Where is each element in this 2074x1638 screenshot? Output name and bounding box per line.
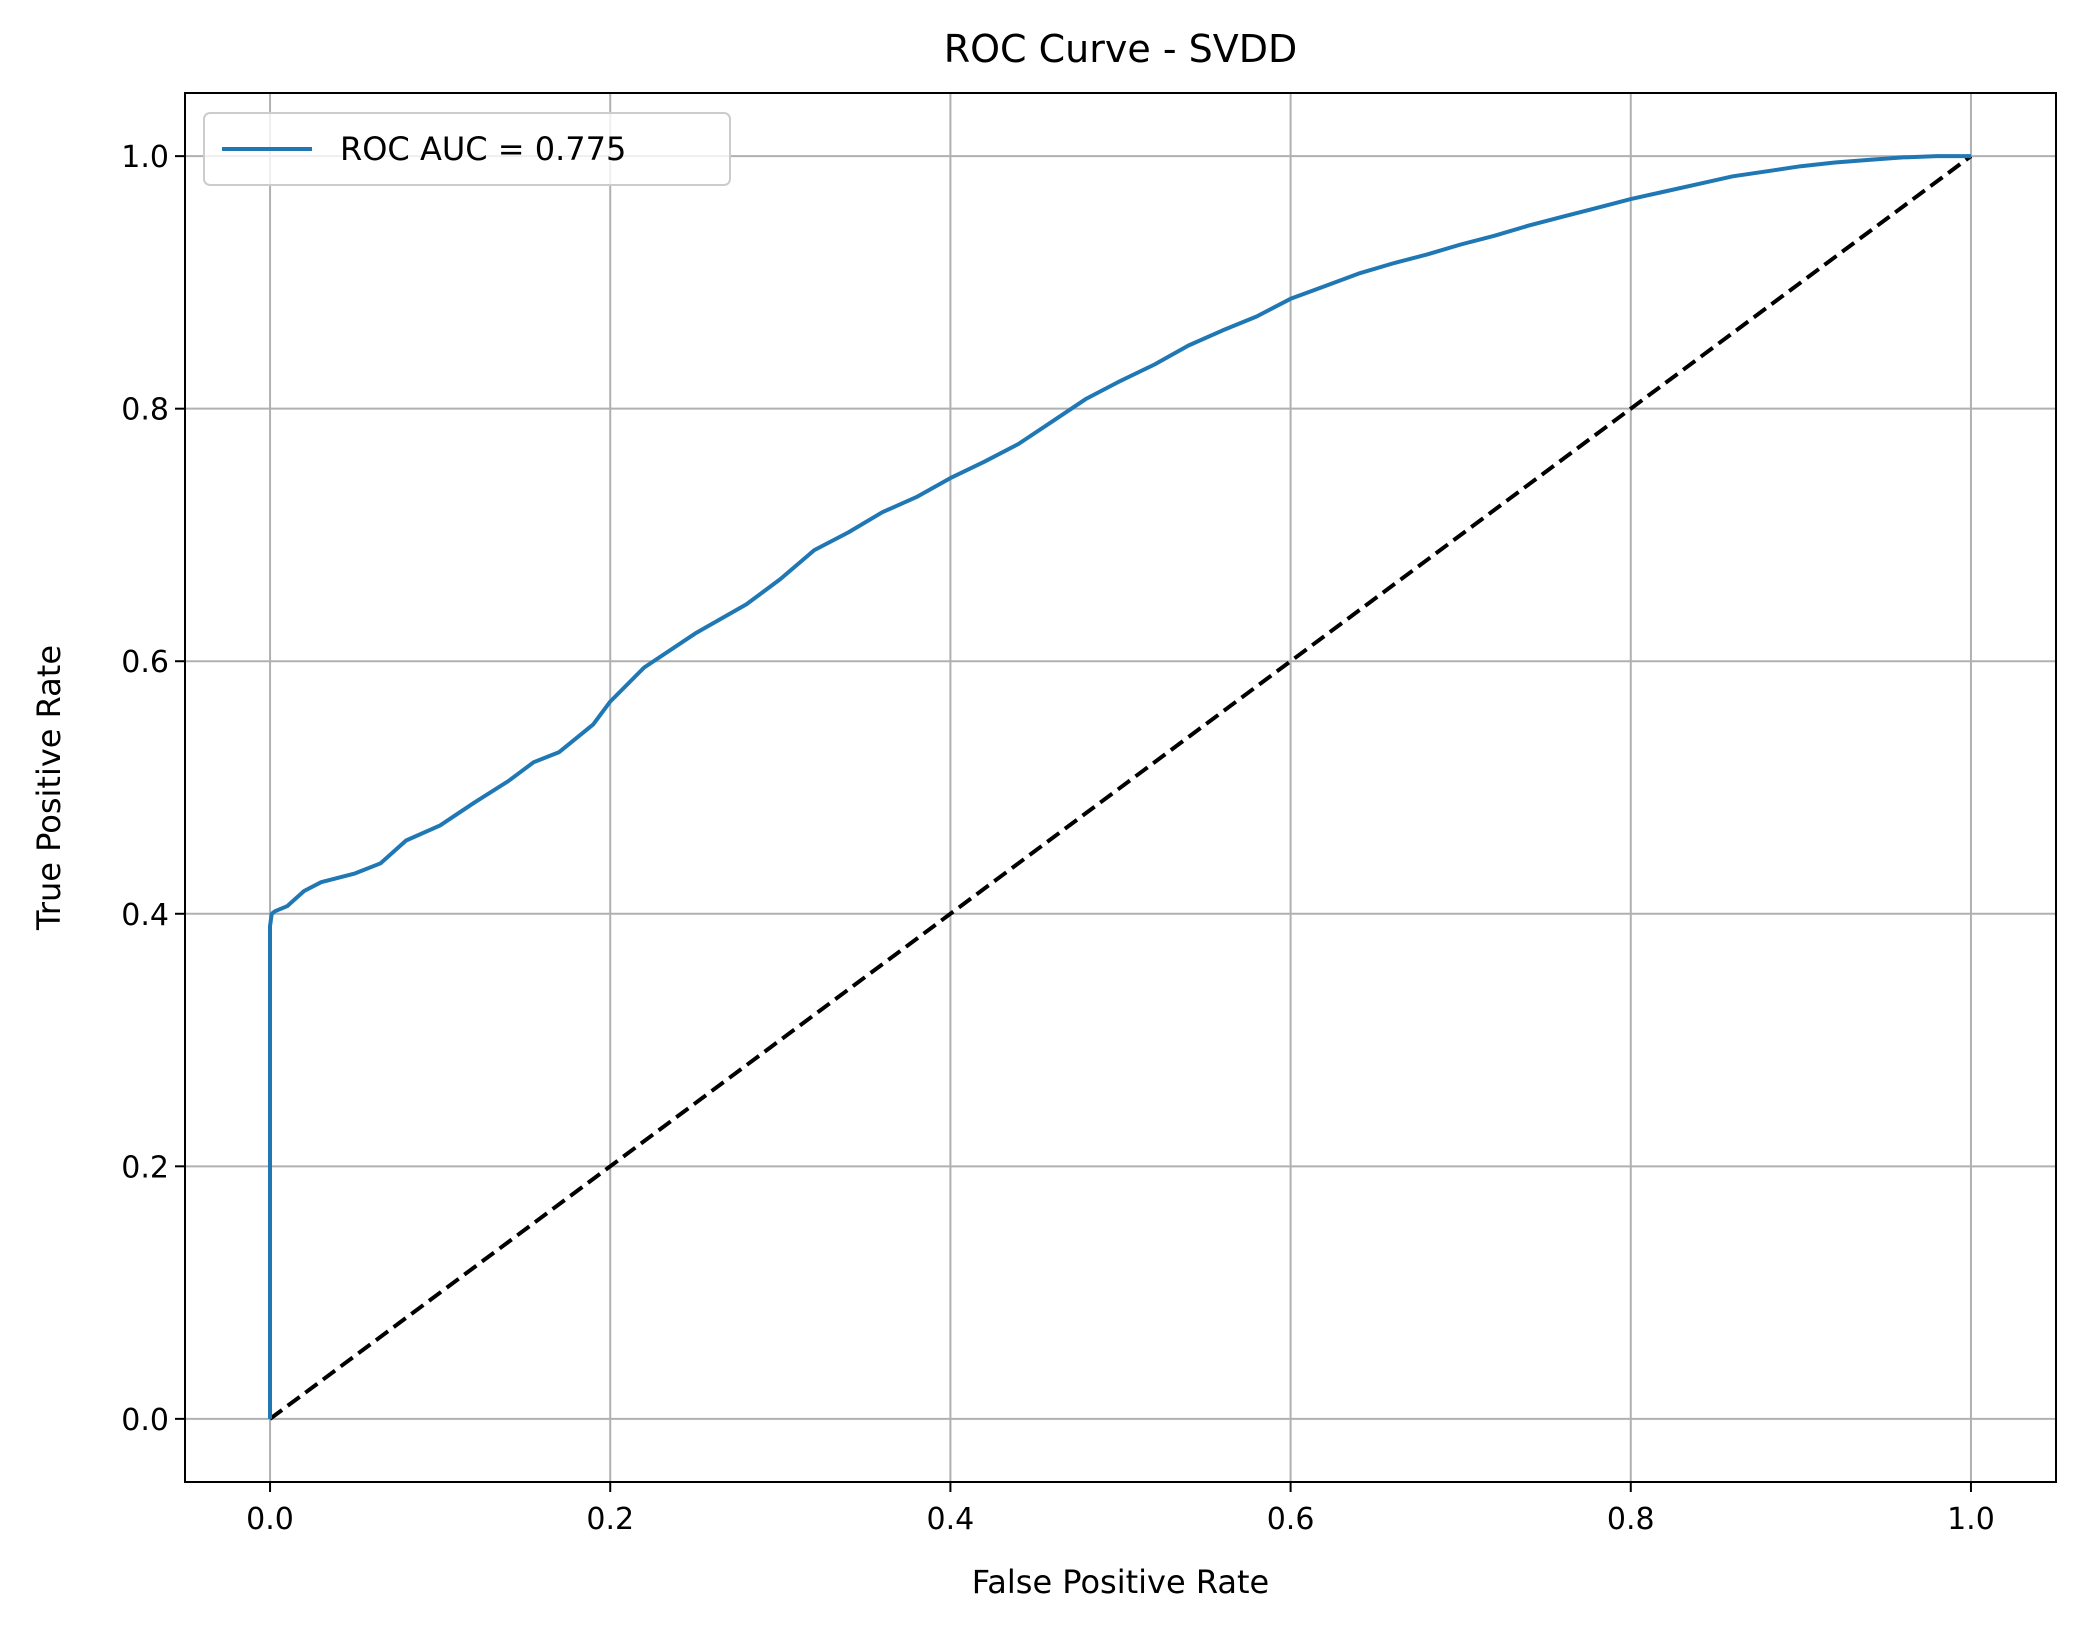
y-tick-label: 0.6 — [121, 645, 169, 680]
x-tick-label: 0.6 — [1267, 1502, 1315, 1537]
y-tick-label: 0.2 — [121, 1150, 169, 1185]
chart-title: ROC Curve - SVDD — [944, 27, 1298, 71]
x-tick-label: 0.8 — [1607, 1502, 1655, 1537]
roc-curve-line — [268, 154, 1971, 1419]
plot-frame — [184, 92, 2057, 1483]
y-axis-label: True Positive Rate — [30, 645, 68, 931]
y-tick-label: 0.4 — [121, 898, 169, 933]
legend: ROC AUC = 0.775 — [203, 112, 731, 186]
y-tick-label: 0.8 — [121, 393, 169, 428]
ticks: 0.0 0.2 0.4 0.6 0.8 1.0 0.0 0.2 0.4 0.6 0.8 1.0 — [121, 140, 1995, 1537]
series-layer — [268, 154, 1973, 1421]
x-axis-label: False Positive Rate — [972, 1563, 1269, 1601]
x-tick-label: 0.2 — [586, 1502, 634, 1537]
x-tick-label: 1.0 — [1947, 1502, 1995, 1537]
chance-diagonal-line — [268, 154, 1973, 1421]
legend-box — [203, 112, 731, 186]
y-tick-label: 1.0 — [121, 140, 169, 175]
y-tick-label: 0.0 — [121, 1403, 169, 1438]
x-tick-label: 0.4 — [927, 1502, 975, 1537]
legend-label: ROC AUC = 0.775 — [340, 130, 626, 168]
x-tick-label: 0.0 — [246, 1502, 294, 1537]
